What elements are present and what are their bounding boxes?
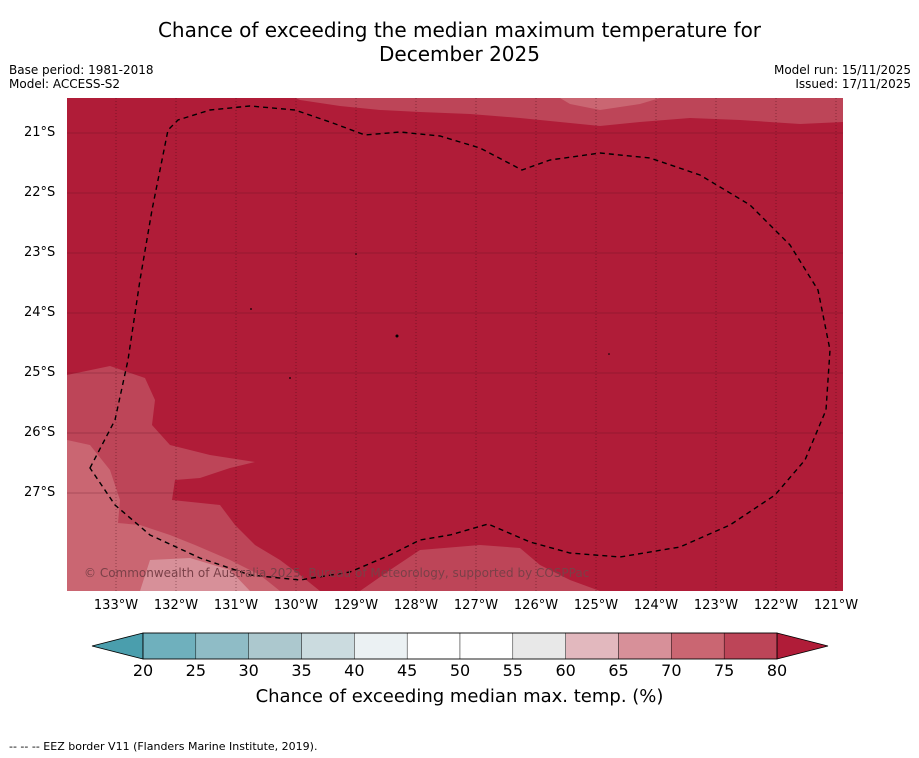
colorbar-over-triangle: [776, 632, 829, 660]
colorbar: [91, 632, 829, 660]
colorbar-cell: [406, 632, 461, 660]
colorbar-tick-label: 65: [608, 661, 629, 680]
lon-label-121w: 121°W: [813, 598, 859, 613]
lon-label-131w: 131°W: [213, 598, 259, 613]
lon-label-125w: 125°W: [573, 598, 619, 613]
colorbar-cell: [512, 632, 566, 660]
colorbar-under-triangle: [91, 632, 144, 660]
colorbar-cell: [671, 632, 725, 660]
lon-label-123w: 123°W: [693, 598, 739, 613]
colorbar-cell: [195, 632, 249, 660]
contour-band-bottom-75: [360, 545, 600, 591]
lon-gridlines: [115, 98, 837, 591]
colorbar-cell: [565, 632, 619, 660]
meta-right: Model run: 15/11/2025 Issued: 17/11/2025: [774, 63, 911, 91]
contour-band-left-70: [67, 440, 280, 591]
colorbar-cell: [723, 632, 778, 660]
contour-band-top-75: [295, 98, 843, 126]
contour-band-left-65: [140, 558, 250, 591]
lon-label-126w: 126°W: [513, 598, 559, 613]
colorbar-cell: [301, 632, 355, 660]
eez-border: [89, 105, 831, 581]
lat-label-26s: 26°S: [24, 425, 56, 440]
chart-title: Chance of exceeding the median maximum t…: [0, 18, 919, 66]
colorbar-tick-label: 75: [713, 661, 735, 680]
model-name: Model: ACCESS-S2: [9, 77, 121, 91]
islands: [250, 253, 610, 379]
colorbar-tick-label: 25: [185, 661, 207, 680]
colorbar-tick-label: 40: [344, 661, 365, 680]
lat-gridlines: [67, 132, 843, 494]
meta-left: Base period: 1981-2018 Model: ACCESS-S2: [9, 63, 154, 91]
colorbar-cell: [354, 632, 408, 660]
lon-label-133w: 133°W: [93, 598, 139, 613]
colorbar-tick-label: 45: [396, 661, 418, 680]
colorbar-tick-label: 30: [238, 661, 259, 680]
colorbar-tick-label: 20: [132, 661, 154, 680]
colorbar-tick-label: 50: [449, 661, 471, 680]
colorbar-tick-label: 35: [291, 661, 312, 680]
lat-label-21s: 21°S: [24, 125, 56, 140]
colorbar-label: Chance of exceeding median max. temp. (%…: [255, 686, 664, 707]
lon-label-124w: 124°W: [633, 598, 679, 613]
footnote-eez: -- -- -- EEZ border V11 (Flanders Marine…: [9, 740, 318, 753]
colorbar-tick-label: 80: [766, 661, 788, 680]
lon-label-128w: 128°W: [393, 598, 439, 613]
colorbar-cell: [459, 632, 514, 660]
base-period: Base period: 1981-2018: [9, 63, 154, 77]
lat-label-24s: 24°S: [24, 305, 56, 320]
title-line-1: Chance of exceeding the median maximum t…: [157, 18, 762, 42]
contour-band-top-70: [560, 98, 660, 110]
colorbar-tick-label: 55: [502, 661, 524, 680]
copyright-notice: © Commonwealth of Australia 2025, Bureau…: [84, 566, 590, 580]
lat-label-25s: 25°S: [24, 365, 56, 380]
colorbar-tick-label: 60: [555, 661, 576, 680]
colorbar-cell: [142, 632, 197, 660]
title-line-2: December 2025: [379, 42, 540, 66]
lon-label-122w: 122°W: [753, 598, 799, 613]
lon-label-129w: 129°W: [333, 598, 379, 613]
lat-label-27s: 27°S: [24, 485, 56, 500]
colorbar-frame: [142, 632, 778, 660]
lon-label-132w: 132°W: [153, 598, 199, 613]
colorbar-cell: [618, 632, 672, 660]
lon-label-130w: 130°W: [273, 598, 319, 613]
colorbar-tick-label: 70: [661, 661, 682, 680]
lat-label-22s: 22°S: [24, 185, 56, 200]
colorbar-cell: [248, 632, 302, 660]
lon-label-127w: 127°W: [453, 598, 499, 613]
lat-label-23s: 23°S: [24, 245, 56, 260]
issued-date: Issued: 17/11/2025: [795, 77, 911, 91]
model-run: Model run: 15/11/2025: [773, 63, 911, 77]
